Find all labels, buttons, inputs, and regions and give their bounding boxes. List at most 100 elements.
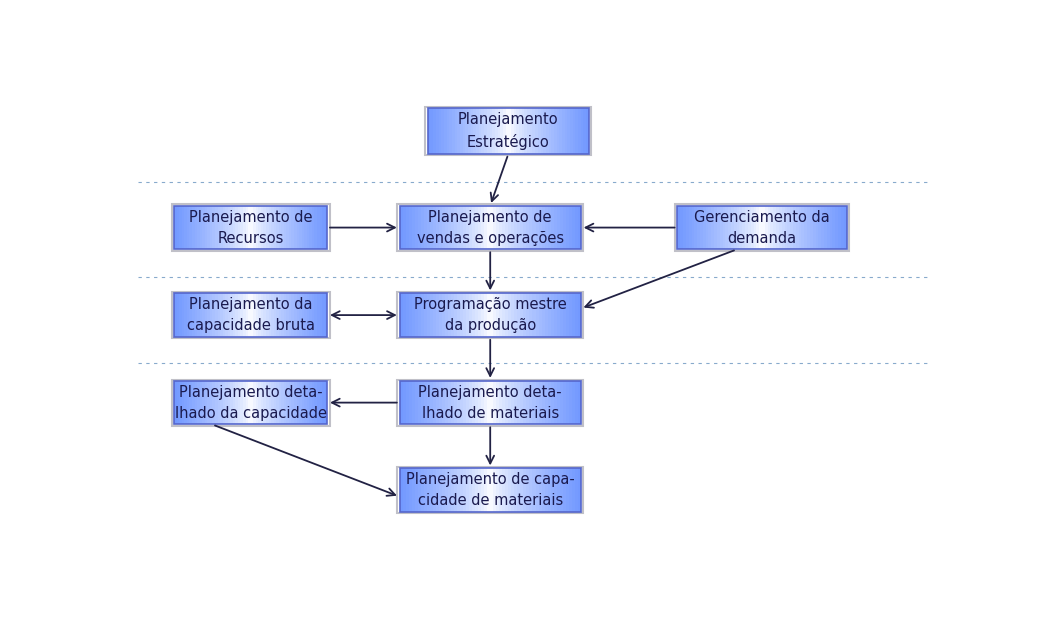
Bar	[694, 206, 697, 249]
Bar	[397, 205, 583, 250]
Bar	[540, 108, 543, 154]
Bar	[756, 206, 760, 249]
Bar	[403, 381, 405, 425]
Bar	[494, 206, 497, 249]
Bar	[448, 381, 451, 425]
Bar	[484, 381, 487, 425]
Bar	[254, 381, 256, 425]
Bar	[171, 205, 329, 250]
Bar	[215, 206, 217, 249]
Bar	[192, 206, 194, 249]
Bar	[527, 293, 530, 337]
Bar	[484, 468, 487, 512]
Bar	[296, 293, 299, 337]
Bar	[551, 293, 554, 337]
Bar	[494, 381, 497, 425]
Bar	[530, 108, 532, 154]
Bar	[505, 206, 508, 249]
Bar	[231, 293, 233, 337]
Bar	[525, 108, 527, 154]
Bar	[454, 206, 457, 249]
Bar	[548, 206, 551, 249]
Bar	[740, 206, 742, 249]
Bar	[448, 206, 451, 249]
Bar	[709, 206, 712, 249]
Bar	[737, 206, 740, 249]
Bar	[565, 293, 568, 337]
Bar	[294, 206, 296, 249]
Bar	[418, 293, 421, 337]
Bar	[524, 206, 527, 249]
Bar	[315, 206, 317, 249]
Bar	[278, 206, 282, 249]
Bar	[292, 293, 294, 337]
Bar	[315, 381, 317, 425]
Bar	[572, 108, 576, 154]
Bar	[809, 206, 812, 249]
Bar	[506, 108, 508, 154]
Bar	[497, 381, 500, 425]
Bar	[538, 206, 541, 249]
Bar	[467, 468, 469, 512]
Bar	[245, 381, 248, 425]
Bar	[436, 293, 438, 337]
Bar	[284, 206, 287, 249]
Bar	[199, 293, 203, 337]
Bar	[471, 108, 474, 154]
Bar	[490, 468, 494, 512]
Bar	[418, 206, 421, 249]
Bar	[567, 108, 570, 154]
Bar	[502, 293, 505, 337]
Bar	[289, 206, 292, 249]
Bar	[514, 206, 517, 249]
Bar	[231, 206, 233, 249]
Bar	[212, 381, 215, 425]
Bar	[438, 206, 442, 249]
Bar	[175, 206, 327, 249]
Bar	[299, 293, 301, 337]
Bar	[734, 206, 737, 249]
Bar	[705, 206, 709, 249]
Bar	[829, 206, 832, 249]
Bar	[554, 381, 557, 425]
Bar	[677, 206, 681, 249]
Bar	[765, 206, 768, 249]
Bar	[438, 108, 442, 154]
Bar	[796, 206, 799, 249]
Bar	[210, 293, 212, 337]
Bar	[282, 206, 284, 249]
Bar	[571, 293, 575, 337]
Bar	[563, 381, 565, 425]
Bar	[320, 381, 322, 425]
Bar	[578, 381, 581, 425]
Bar	[557, 381, 560, 425]
Bar	[180, 206, 182, 249]
Bar	[400, 206, 581, 249]
Bar	[430, 468, 433, 512]
Bar	[467, 293, 469, 337]
Bar	[568, 468, 571, 512]
Bar	[514, 468, 517, 512]
Bar	[199, 381, 203, 425]
Bar	[481, 206, 484, 249]
Bar	[457, 381, 460, 425]
Bar	[194, 381, 197, 425]
Bar	[791, 206, 793, 249]
Bar	[320, 293, 322, 337]
Bar	[189, 293, 192, 337]
Bar	[411, 293, 415, 337]
Bar	[524, 293, 527, 337]
Bar	[544, 381, 548, 425]
Bar	[268, 381, 271, 425]
Bar	[563, 293, 565, 337]
Bar	[256, 381, 259, 425]
Bar	[475, 381, 478, 425]
Bar	[448, 293, 451, 337]
Bar	[748, 206, 751, 249]
Bar	[530, 293, 533, 337]
Bar	[760, 206, 762, 249]
Bar	[511, 206, 514, 249]
Bar	[187, 381, 189, 425]
Bar	[248, 293, 250, 337]
Bar	[231, 381, 233, 425]
